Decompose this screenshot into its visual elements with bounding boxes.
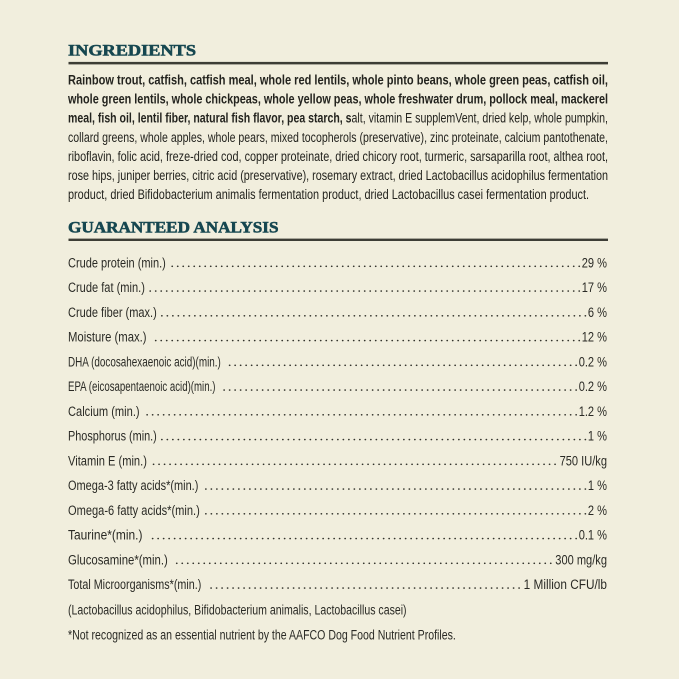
svg-text:riboflavin, folic acid, freze-: riboflavin, folic acid, freze-dried cod,… (68, 149, 608, 164)
svg-text:Total Microorganisms*(min.): Total Microorganisms*(min.) (68, 577, 201, 592)
svg-text:EPA (eicosapentaenoic acid)(mi: EPA (eicosapentaenoic acid)(min.) (68, 379, 215, 394)
svg-text:alt, vitamin E supplemVent, dr: alt, vitamin E supplemVent, dried kelp, … (352, 111, 609, 126)
svg-text:1 %: 1 % (588, 429, 607, 444)
svg-text:1.2 %: 1.2 % (579, 404, 607, 419)
svg-text:Rainbow trout, catfish, catfis: Rainbow trout, catfish, catfish meal, wh… (68, 72, 608, 87)
svg-text:0.2 %: 0.2 % (579, 354, 607, 369)
svg-text:Crude fiber (max.): Crude fiber (max.) (68, 305, 157, 320)
svg-text:Phosphorus (min.): Phosphorus (min.) (68, 429, 157, 444)
svg-text:(Lactobacillus acidophilus, Bi: (Lactobacillus acidophilus, Bifidobacter… (68, 603, 407, 618)
svg-text:Omega-6 fatty acids*(min.): Omega-6 fatty acids*(min.) (68, 503, 200, 518)
svg-text:0.1 %: 0.1 % (579, 528, 607, 543)
svg-text:Crude fat (min.): Crude fat (min.) (68, 280, 145, 295)
svg-text:Vitamin E (min.): Vitamin E (min.) (68, 453, 147, 468)
svg-text:DHA (docosahexaenoic acid)(min: DHA (docosahexaenoic acid)(min.) (68, 354, 221, 369)
svg-text:Taurine*(min.): Taurine*(min.) (68, 528, 142, 543)
svg-text:29 %: 29 % (582, 255, 607, 270)
svg-text:GUARANTEED ANALYSIS: GUARANTEED ANALYSIS (68, 220, 279, 237)
svg-text:Glucosamine*(min.): Glucosamine*(min.) (68, 552, 168, 567)
svg-text:meal, fish oil, lentil fiber,: meal, fish oil, lentil fiber, natural fi… (68, 111, 352, 126)
svg-text:Crude protein (min.): Crude protein (min.) (68, 255, 166, 270)
svg-text:rose hips, juniper berries, ci: rose hips, juniper berries, citric acid … (68, 168, 608, 183)
svg-text:12 %: 12 % (582, 330, 607, 345)
svg-text:Calcium (min.): Calcium (min.) (68, 404, 140, 419)
svg-text:INGREDIENTS: INGREDIENTS (68, 42, 196, 59)
svg-text:*Not recognized as an essentia: *Not recognized as an essential nutrient… (68, 627, 456, 642)
svg-text:Moisture (max.): Moisture (max.) (68, 330, 147, 345)
svg-text:1 Million CFU/lb: 1 Million CFU/lb (524, 577, 607, 592)
svg-text:product, dried Bifidobacterium: product, dried Bifidobacterium animalis … (68, 187, 589, 202)
svg-text:Omega-3 fatty acids*(min.): Omega-3 fatty acids*(min.) (68, 478, 198, 493)
svg-text:0.2 %: 0.2 % (579, 379, 607, 394)
svg-text:750 IU/kg: 750 IU/kg (560, 453, 607, 468)
svg-text:300 mg/kg: 300 mg/kg (555, 552, 607, 567)
svg-text:6 %: 6 % (588, 305, 607, 320)
svg-text:whole green lentils, whole chi: whole green lentils, whole chickpeas, wh… (67, 92, 608, 107)
svg-text:2 %: 2 % (588, 503, 607, 518)
svg-text:17 %: 17 % (582, 280, 607, 295)
svg-text:1 %: 1 % (588, 478, 607, 493)
svg-text:collard greens, whole apples,: collard greens, whole apples, whole pear… (68, 130, 608, 145)
